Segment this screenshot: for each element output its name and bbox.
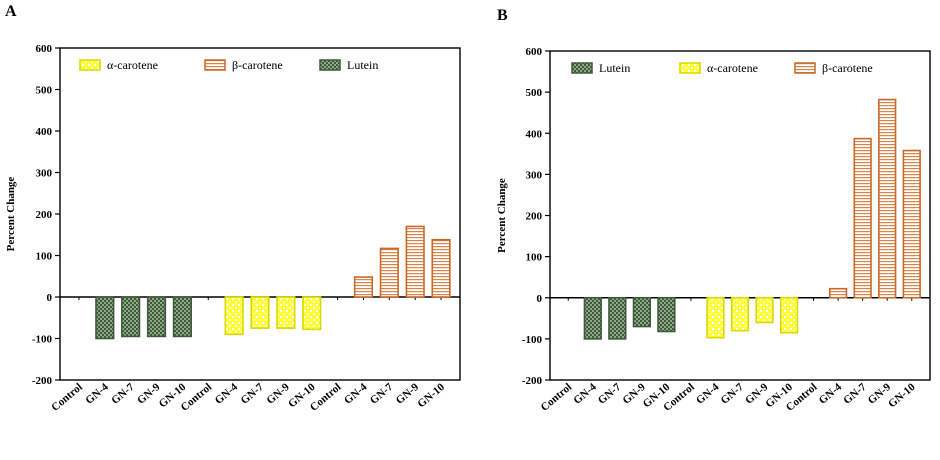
- y-tick-label: 200: [526, 211, 543, 223]
- x-tick-label: GN-4: [342, 381, 370, 407]
- bar-beta-gn-7: [379, 247, 399, 298]
- legend-label-beta: β-carotene: [822, 61, 873, 75]
- y-tick-label: 0: [47, 292, 53, 304]
- bar-lutein-gn-10: [657, 296, 676, 333]
- y-tick-label: -100: [32, 334, 53, 346]
- bar-beta-gn-7: [853, 137, 872, 299]
- bar-alpha-gn-9: [276, 296, 296, 329]
- bar-beta-gn-4: [353, 276, 374, 298]
- x-tick-label: GN-7: [841, 381, 869, 407]
- bar-lutein-gn-9: [146, 296, 167, 338]
- panel-letter: A: [5, 3, 17, 20]
- y-axis-label: Percent Change: [496, 178, 508, 253]
- legend-label-beta: β-carotene: [232, 58, 283, 72]
- y-tick-label: 200: [36, 209, 53, 221]
- x-tick-label: GN-10: [886, 381, 918, 411]
- x-tick-label: GN-4: [83, 381, 111, 407]
- y-tick-label: 600: [36, 43, 53, 55]
- bar-alpha-gn-10: [779, 296, 799, 334]
- legend-swatch-lutein: [571, 62, 593, 74]
- y-tick-label: -200: [522, 375, 543, 387]
- y-tick-label: -100: [522, 334, 543, 346]
- y-tick-label: -200: [32, 375, 53, 387]
- y-tick-label: 0: [537, 293, 543, 305]
- legend-label-lutein: Lutein: [599, 61, 630, 75]
- y-tick-label: 400: [36, 126, 53, 138]
- bar-alpha-gn-9: [755, 296, 774, 324]
- bar-beta-gn-9: [405, 225, 425, 298]
- bar-lutein-gn-4: [95, 296, 115, 340]
- legend-label-lutein: Lutein: [347, 58, 378, 72]
- legend-swatch-lutein: [319, 59, 341, 71]
- chart-panel-a: A Percent Change -200 -100 0 100 200 300 400 500 6…: [5, 3, 461, 414]
- y-tick-label: 100: [36, 251, 53, 263]
- bar-lutein-gn-9: [632, 296, 652, 328]
- x-tick-label: GN-7: [239, 381, 267, 407]
- bar-lutein-gn-7: [608, 296, 627, 340]
- y-tick-label: 300: [36, 168, 53, 180]
- bar-beta-gn-9: [878, 98, 897, 299]
- x-tick-label: GN-7: [719, 381, 747, 407]
- y-tick-label: 500: [526, 87, 543, 99]
- bar-beta-gn-10: [902, 149, 921, 299]
- x-tick-label: Control: [49, 381, 85, 414]
- chart-panel-b: B Percent Change -200 -100 0 100 200 300 400 500 6…: [496, 7, 931, 414]
- bar-lutein-gn-10: [172, 296, 192, 338]
- panel-letter: B: [497, 7, 508, 24]
- bar-alpha-gn-7: [250, 296, 270, 329]
- x-tick-label: GN-7: [368, 381, 396, 407]
- x-tick-label: GN-7: [596, 381, 624, 407]
- legend-swatch-beta: [794, 62, 816, 74]
- bar-alpha-gn-4: [224, 296, 244, 336]
- x-tick-label: GN-7: [109, 381, 137, 407]
- legend-label-alpha: α-carotene: [707, 61, 758, 75]
- x-tick-label: GN-4: [571, 381, 599, 407]
- legend-label-alpha: α-carotene: [107, 58, 158, 72]
- bar-lutein-gn-4: [583, 296, 602, 340]
- bar-lutein-gn-7: [121, 296, 141, 338]
- legend-swatch-beta: [204, 59, 226, 71]
- bar-alpha-gn-4: [706, 296, 725, 339]
- y-tick-label: 300: [526, 169, 543, 181]
- bar-beta-gn-4: [828, 287, 848, 299]
- bar-alpha-gn-10: [302, 296, 322, 331]
- legend-swatch-alpha: [79, 59, 101, 71]
- x-tick-label: GN-10: [415, 381, 447, 411]
- y-tick-label: 600: [526, 46, 543, 58]
- x-tick-label: GN-4: [213, 381, 241, 407]
- x-tick-label: GN-4: [817, 381, 845, 407]
- legend-swatch-alpha: [679, 62, 701, 74]
- x-tick-label: GN-4: [694, 381, 722, 407]
- bar-alpha-gn-7: [730, 296, 750, 332]
- bar-beta-gn-10: [431, 238, 451, 298]
- y-tick-label: 400: [526, 128, 543, 140]
- x-tick-label: Control: [539, 381, 575, 414]
- y-tick-label: 100: [526, 252, 543, 264]
- y-tick-label: 500: [36, 85, 53, 97]
- y-axis-label: Percent Change: [5, 177, 17, 252]
- plot-frame: [59, 47, 461, 381]
